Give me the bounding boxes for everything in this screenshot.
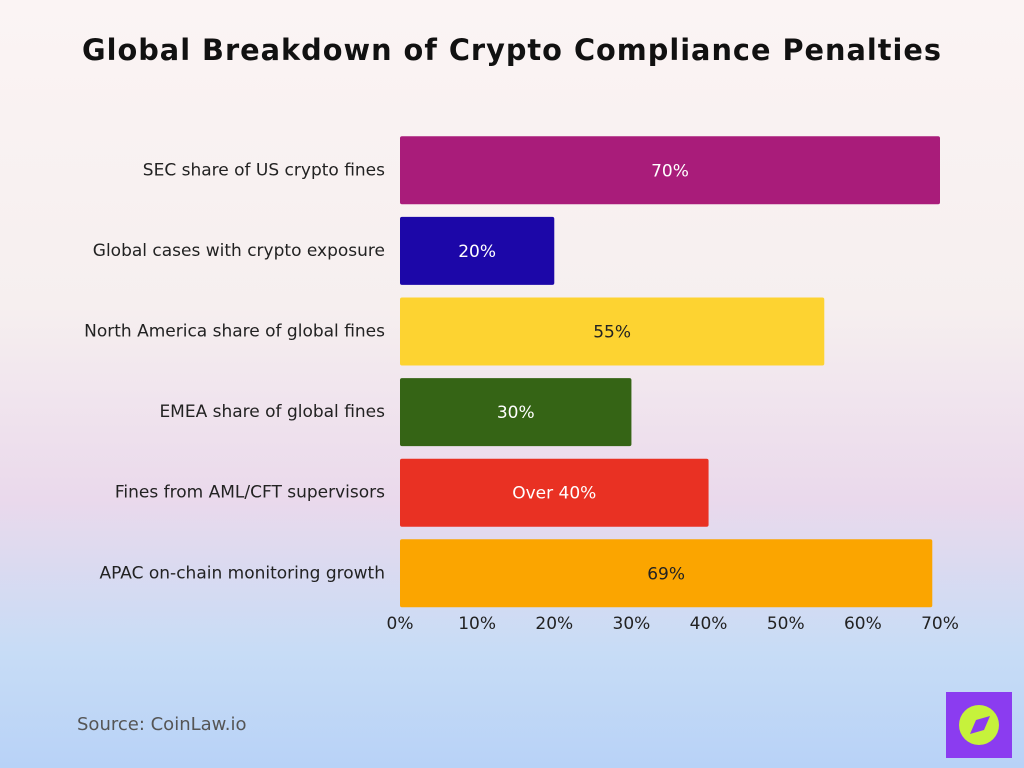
x-tick-label: 60% (844, 614, 882, 634)
x-tick-label: 30% (613, 614, 651, 634)
value-label: 30% (497, 403, 535, 423)
category-label: Fines from AML/CFT supervisors (115, 483, 385, 503)
x-tick-label: 0% (387, 614, 414, 634)
bar (400, 216, 555, 285)
logo (946, 692, 1012, 758)
value-label: 55% (593, 323, 631, 343)
category-label: SEC share of US crypto fines (143, 160, 385, 180)
x-tick-label: 70% (921, 614, 959, 634)
x-tick-label: 50% (767, 614, 805, 634)
category-label: North America share of global fines (84, 322, 385, 342)
source: Source: CoinLaw.io (77, 714, 246, 735)
chart-title: Global Breakdown of Crypto Compliance Pe… (82, 33, 942, 67)
category-label: EMEA share of global fines (159, 402, 385, 422)
category-label: Global cases with crypto exposure (93, 241, 385, 261)
x-tick-label: 20% (535, 614, 573, 634)
bar (400, 136, 940, 205)
bar (400, 378, 632, 447)
value-label: 20% (458, 242, 496, 262)
category-label: APAC on-chain monitoring growth (99, 563, 385, 583)
bar (400, 297, 825, 366)
value-label: 69% (647, 564, 685, 584)
value-label: 70% (651, 161, 689, 181)
x-tick-label: 10% (458, 614, 496, 634)
value-label: Over 40% (512, 484, 596, 504)
x-tick-label: 40% (690, 614, 728, 634)
bar (400, 539, 933, 608)
bar (400, 458, 709, 527)
